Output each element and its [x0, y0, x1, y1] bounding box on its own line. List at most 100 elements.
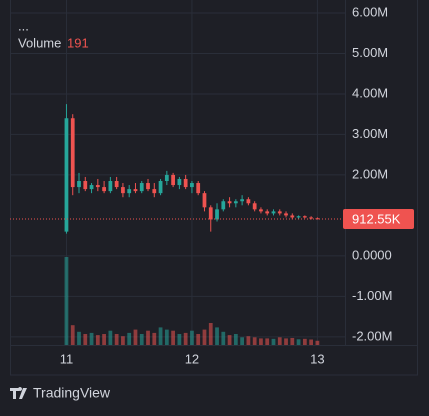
candle-body	[89, 185, 94, 190]
candle-body	[171, 174, 175, 186]
axes: -2.00M -1.00M 0.0000 2.00M 3.00M 4.00M 5.00M 6.…	[60, 4, 414, 366]
x-tick-label: 11	[60, 351, 74, 366]
candle-body	[302, 216, 307, 218]
y-tick-label: 3.00M	[352, 126, 388, 141]
logo-icon	[10, 387, 27, 399]
candle-body	[227, 201, 232, 204]
candle-body	[177, 178, 182, 186]
grid	[10, 0, 345, 345]
candle-body	[164, 174, 169, 182]
volume-bar	[290, 337, 295, 345]
candle-body	[183, 178, 188, 188]
volume-bar	[177, 334, 182, 345]
volume-bar	[252, 337, 257, 345]
volume-bar	[284, 338, 288, 345]
volume-bar	[89, 332, 94, 345]
last-price-label: 912.55K	[352, 211, 401, 226]
volume-bar	[296, 339, 301, 345]
candle-body	[221, 201, 226, 210]
volume-bar	[77, 331, 81, 345]
candle-body	[133, 189, 138, 192]
volume-bar	[271, 338, 276, 345]
brand-logo[interactable]: TradingView	[10, 385, 111, 401]
brand-name: TradingView	[33, 385, 111, 401]
candle-body	[95, 185, 100, 188]
legend-menu[interactable]: ...	[18, 18, 29, 33]
volume-legend-value: 191	[67, 35, 89, 50]
volume-bar	[83, 334, 88, 345]
volume-bar	[139, 334, 144, 345]
volume-bar	[133, 329, 138, 345]
candle-body	[121, 187, 125, 194]
y-tick-label: 4.00M	[352, 85, 388, 100]
y-tick-label: 5.00M	[352, 45, 388, 60]
candle-body	[233, 201, 238, 204]
candle-body	[196, 183, 201, 194]
candle-body	[246, 199, 251, 204]
candle-body	[77, 181, 81, 188]
volume-bar	[215, 327, 219, 345]
y-tick-label: -1.00M	[352, 288, 392, 303]
candle-body	[309, 217, 314, 219]
volume-bar	[246, 336, 251, 345]
candle-body	[296, 216, 301, 218]
candle-body	[252, 203, 257, 210]
candle-body	[146, 183, 150, 190]
volume-bar	[95, 335, 100, 345]
volume-bar	[64, 257, 69, 345]
volume-bar	[190, 330, 194, 345]
volume-bar	[121, 336, 125, 345]
last-price-box	[343, 208, 414, 229]
y-tick-label: 2.00M	[352, 166, 388, 181]
volume-bar	[114, 334, 119, 345]
candle-body	[284, 213, 288, 216]
volume-bar	[127, 332, 132, 345]
y-tick-label: 6.00M	[352, 4, 388, 19]
candle-body	[127, 189, 132, 194]
y-tick-label: 0.0000	[352, 247, 392, 262]
candle-body	[208, 207, 213, 220]
candle-body	[240, 199, 244, 202]
volume-bar	[240, 337, 244, 345]
volume-bar	[171, 330, 175, 345]
volume-legend-name: Volume	[18, 35, 61, 50]
candle-body	[277, 211, 282, 214]
candle-body	[152, 189, 157, 194]
volume-bar	[196, 334, 201, 345]
candle-body	[265, 211, 270, 214]
volume-bar	[315, 340, 320, 345]
candle-body	[139, 183, 144, 192]
volume-bar	[233, 334, 238, 345]
candle-body	[259, 209, 263, 212]
volume-bar	[202, 329, 207, 345]
candle-body	[215, 209, 219, 220]
candle-body	[315, 218, 320, 220]
candle-body	[290, 215, 295, 218]
volume-bar	[259, 338, 263, 345]
y-tick-label: -2.00M	[352, 328, 392, 343]
volume-bar	[146, 330, 150, 345]
candles	[10, 104, 345, 234]
volume-bar	[208, 323, 213, 345]
volume-bar	[221, 331, 226, 345]
volume-bar	[227, 335, 232, 345]
pane-border	[10, 0, 418, 376]
x-tick-label: 12	[185, 351, 199, 366]
candle-body	[190, 183, 194, 188]
volume-bar	[183, 332, 188, 345]
volume-bar	[265, 338, 270, 345]
candle-body	[114, 181, 119, 188]
x-tick-label: 13	[310, 351, 324, 366]
candle-body	[70, 118, 75, 188]
volume-bar	[302, 338, 307, 345]
candle-body	[271, 211, 276, 214]
volume-bar	[152, 332, 157, 345]
volume-bar	[102, 334, 106, 345]
volume-bars	[64, 257, 320, 345]
candle-body	[202, 193, 207, 208]
candle-body	[102, 187, 106, 192]
candle-body	[108, 181, 113, 192]
volume-bar	[277, 337, 282, 345]
